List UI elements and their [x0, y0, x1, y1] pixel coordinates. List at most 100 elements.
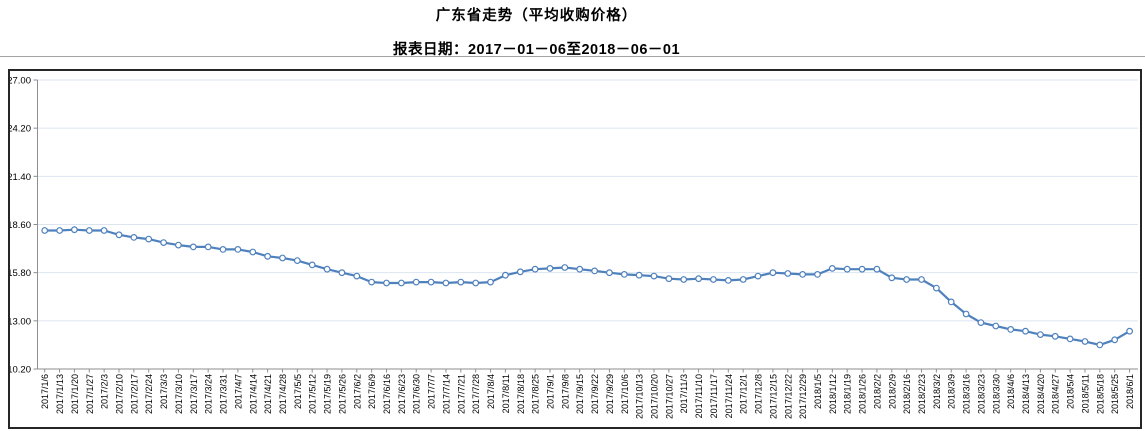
- data-point: [947, 298, 955, 306]
- x-tick-label: 2017/3/24: [204, 374, 214, 414]
- grid-lines: [37, 79, 1138, 370]
- x-tick-label: 2018/3/2: [932, 374, 942, 409]
- data-point: [977, 319, 985, 327]
- x-tick-label: 2018/1/26: [858, 374, 868, 414]
- x-tick-label: 2017/6/23: [397, 374, 407, 414]
- x-tick-label: 2017/12/15: [768, 374, 778, 419]
- x-tick-label: 2017/9/22: [590, 374, 600, 414]
- x-tick-label: 2017/12/29: [798, 374, 808, 419]
- x-tick-label: 2017/8/11: [501, 374, 511, 413]
- data-point: [680, 276, 688, 283]
- x-tick-label: 2017/5/19: [323, 374, 333, 414]
- x-tick-label: 2017/3/17: [189, 374, 199, 414]
- data-point: [383, 279, 390, 287]
- x-tick-label: 2018/5/18: [1095, 374, 1105, 414]
- data-point: [264, 252, 272, 260]
- data-point: [1022, 327, 1029, 335]
- x-tick-label: 2018/4/20: [1036, 374, 1046, 414]
- chart-title: 广东省走势（平均收购价格）: [435, 8, 638, 24]
- data-point: [546, 264, 554, 272]
- data-point: [516, 268, 524, 276]
- x-tick-label: 2018/3/23: [976, 374, 986, 414]
- x-tick-label: 2017/9/1: [545, 374, 555, 409]
- data-point: [1126, 327, 1133, 335]
- x-tick-label: 2018/3/30: [991, 374, 1001, 414]
- x-tick-label: 2018/3/9: [947, 374, 957, 409]
- x-tick-label: 2017/7/7: [427, 374, 437, 409]
- x-tick-label: 2017/9/29: [605, 374, 615, 414]
- data-point: [487, 278, 494, 286]
- x-tick-label: 2017/11/24: [724, 374, 734, 418]
- x-tick-label: 2017/10/20: [650, 374, 660, 419]
- data-point: [531, 265, 539, 273]
- data-point: [279, 254, 286, 262]
- data-point: [873, 265, 881, 273]
- x-tick-label: 2017/1/13: [55, 374, 65, 414]
- data-point: [323, 265, 331, 273]
- data-point: [769, 269, 777, 277]
- x-tick-label: 2018/1/19: [843, 374, 853, 414]
- x-tick-label: 2017/2/24: [144, 374, 154, 414]
- x-tick-label: 2017/5/26: [337, 374, 347, 414]
- x-tick-label: 2017/7/21: [456, 374, 466, 414]
- data-point: [665, 275, 673, 283]
- x-axis: 2017/1/6 2017/1/13 2017/1/20 2017/1/27 2017/…: [37, 368, 1138, 419]
- data-point: [814, 270, 821, 278]
- x-tick-label: 2018/5/4: [1066, 374, 1076, 409]
- data-point: [918, 276, 925, 283]
- y-tick-label: 15.80: [10, 268, 31, 279]
- x-tick-label: 2018/4/6: [1006, 374, 1016, 409]
- y-tick-label: 24.20: [10, 124, 31, 135]
- y-tick-label: 21.40: [10, 172, 31, 183]
- x-tick-label: 2017/10/27: [664, 374, 674, 419]
- data-point: [635, 271, 643, 279]
- x-tick-label: 2017/3/10: [174, 374, 184, 414]
- data-point: [888, 274, 896, 282]
- x-tick-label: 2017/2/3: [100, 374, 110, 409]
- data-point: [620, 270, 628, 278]
- data-point: [338, 269, 346, 277]
- x-tick-label: 2018/5/25: [1110, 374, 1120, 414]
- data-point: [799, 270, 806, 278]
- x-tick-label: 2017/6/2: [352, 374, 362, 409]
- data-point: [457, 278, 465, 286]
- y-tick-label: 27.00: [10, 76, 31, 87]
- data-point: [591, 267, 598, 275]
- x-tick-label: 2017/1/6: [40, 374, 50, 409]
- data-point: [1111, 336, 1119, 344]
- x-tick-label: 2018/3/16: [962, 374, 972, 414]
- x-tick-label: 2017/4/7: [233, 374, 243, 409]
- report-date-subtitle: 报表日期：2017－01－06至2018－06－01: [392, 42, 681, 58]
- data-point: [249, 248, 257, 256]
- data-point: [308, 261, 316, 269]
- x-tick-label: 2017/9/8: [560, 374, 570, 409]
- x-tick-label: 2018/1/5: [813, 374, 823, 409]
- x-tick-label: 2018/2/16: [902, 374, 912, 414]
- x-tick-label: 2017/6/30: [412, 374, 422, 414]
- x-tick-label: 2018/4/13: [1021, 374, 1031, 414]
- data-point: [293, 257, 301, 265]
- data-point: [219, 245, 227, 253]
- chart-container: 27.00 24.20 21.40 18.60 15.80 13.00 10.20 2017/…: [8, 69, 1142, 429]
- x-tick-label: 2017/5/12: [308, 374, 318, 414]
- x-tick-label: 2018/5/11: [1080, 374, 1090, 413]
- x-tick-label: 2017/9/15: [575, 374, 585, 414]
- x-tick-label: 2017/12/22: [783, 374, 793, 419]
- data-point: [204, 243, 212, 251]
- data-point: [784, 270, 792, 277]
- x-tick-label: 2017/12/1: [739, 374, 749, 414]
- data-point: [903, 276, 910, 283]
- data-point: [858, 265, 866, 273]
- x-tick-label: 2018/6/1: [1125, 374, 1135, 409]
- x-tick-label: 2017/8/25: [531, 374, 541, 414]
- line-chart: 27.00 24.20 21.40 18.60 15.80 13.00 10.20 2017/…: [10, 76, 1138, 419]
- data-point: [502, 271, 509, 279]
- data-point: [650, 272, 658, 280]
- x-tick-label: 2017/3/31: [219, 374, 229, 414]
- x-tick-label: 2017/12/8: [754, 374, 764, 414]
- data-point: [353, 272, 361, 280]
- x-tick-label: 2017/1/20: [70, 374, 80, 414]
- x-tick-label: 2017/4/14: [248, 374, 258, 414]
- x-tick-label: 2017/4/28: [278, 374, 288, 414]
- data-point: [115, 231, 123, 239]
